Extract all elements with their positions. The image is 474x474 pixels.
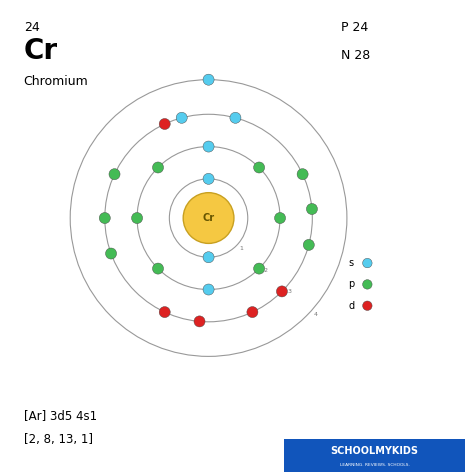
Text: [Ar] 3d5 4s1: [Ar] 3d5 4s1 (24, 410, 97, 422)
Circle shape (159, 118, 170, 129)
Circle shape (254, 263, 264, 274)
Text: 2: 2 (264, 268, 268, 273)
Circle shape (254, 162, 264, 173)
Text: LEARNING. REVIEWS. SCHOOLS.: LEARNING. REVIEWS. SCHOOLS. (339, 463, 410, 466)
Circle shape (203, 74, 214, 85)
Text: N 28: N 28 (341, 49, 371, 62)
FancyBboxPatch shape (284, 439, 465, 472)
Text: 3: 3 (288, 289, 292, 294)
Circle shape (109, 169, 120, 180)
Text: SCHOOLMYKIDS: SCHOOLMYKIDS (330, 446, 419, 456)
Circle shape (276, 286, 287, 297)
Circle shape (306, 203, 318, 215)
Text: 24: 24 (24, 21, 39, 34)
Circle shape (203, 252, 214, 263)
Circle shape (153, 263, 164, 274)
Circle shape (153, 162, 164, 173)
Circle shape (159, 307, 170, 318)
Text: Cr: Cr (202, 213, 215, 223)
Circle shape (303, 239, 314, 250)
Circle shape (194, 316, 205, 327)
Text: [2, 8, 13, 1]: [2, 8, 13, 1] (24, 433, 93, 446)
Circle shape (203, 141, 214, 152)
Text: Chromium: Chromium (24, 75, 89, 88)
Circle shape (230, 112, 241, 123)
Circle shape (363, 258, 372, 268)
Circle shape (176, 112, 187, 123)
Text: 4: 4 (313, 312, 318, 318)
Circle shape (203, 284, 214, 295)
Circle shape (363, 280, 372, 289)
Circle shape (132, 212, 143, 224)
Text: s: s (348, 258, 354, 268)
Circle shape (363, 301, 372, 310)
Circle shape (106, 248, 117, 259)
Circle shape (183, 192, 234, 244)
Circle shape (203, 173, 214, 184)
Text: P 24: P 24 (341, 21, 368, 34)
Circle shape (99, 212, 110, 224)
Text: p: p (348, 279, 355, 290)
Circle shape (247, 307, 258, 318)
Text: d: d (348, 301, 355, 311)
Text: Cr: Cr (24, 37, 58, 65)
Text: 1: 1 (240, 246, 244, 251)
Circle shape (297, 169, 308, 180)
Circle shape (274, 212, 285, 224)
